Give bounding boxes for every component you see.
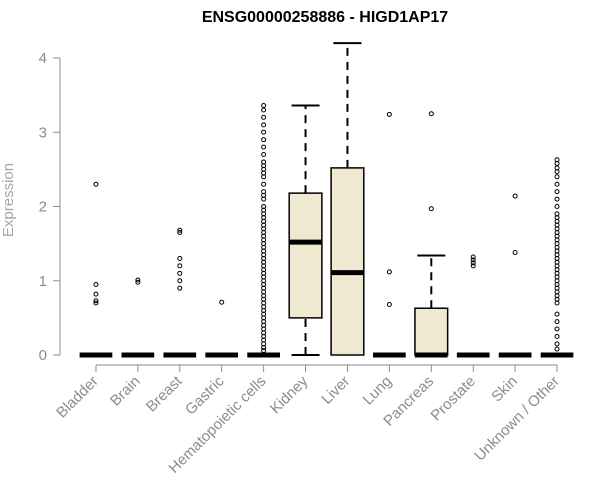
outlier-point xyxy=(470,260,476,266)
y-axis-label: Expression xyxy=(0,163,17,237)
outlier-point xyxy=(554,326,560,332)
outlier-point xyxy=(261,122,267,128)
x-tick-label: Brain xyxy=(107,373,144,410)
outlier-point xyxy=(177,270,183,276)
box-kidney xyxy=(288,104,323,356)
outlier-point xyxy=(261,144,267,150)
box-iqr xyxy=(330,167,365,356)
box-iqr xyxy=(288,192,323,319)
outlier-point xyxy=(554,174,560,180)
outlier-point xyxy=(386,111,392,117)
outlier-point xyxy=(470,263,476,269)
outlier-point xyxy=(177,255,183,261)
box-liver xyxy=(330,42,365,356)
outlier-point xyxy=(554,300,560,306)
y-tick-label: 2 xyxy=(39,199,47,216)
outlier-point xyxy=(428,111,434,117)
outlier-point xyxy=(135,277,141,283)
outlier-point xyxy=(261,129,267,135)
x-tick-label: Bladder xyxy=(53,373,102,422)
x-tick-label: Liver xyxy=(318,373,353,408)
outlier-point xyxy=(93,298,99,304)
outlier-point xyxy=(554,311,560,317)
outlier-point xyxy=(554,169,560,175)
chart-title: ENSG00000258886 - HIGD1AP17 xyxy=(202,9,448,26)
outlier-point xyxy=(135,279,141,285)
outlier-point xyxy=(93,281,99,287)
outlier-point xyxy=(261,348,267,354)
y-axis: 0 1 2 3 4 xyxy=(39,50,61,364)
outlier-point xyxy=(177,285,183,291)
y-tick-label: 0 xyxy=(39,347,47,364)
outlier-point xyxy=(261,137,267,143)
outlier-point xyxy=(261,196,267,202)
outlier-point xyxy=(93,291,99,297)
outlier-point xyxy=(554,341,560,347)
outlier-point xyxy=(554,204,560,209)
box-bladder xyxy=(79,181,113,358)
outlier-point xyxy=(386,269,392,275)
box-breast xyxy=(163,227,197,358)
outlier-point xyxy=(93,300,99,306)
box-unknown-other xyxy=(540,157,574,358)
outlier-point xyxy=(261,114,267,120)
outlier-point xyxy=(470,257,476,263)
outlier-point xyxy=(177,229,183,235)
outlier-point xyxy=(261,345,267,351)
y-tick-label: 3 xyxy=(39,124,47,141)
outlier-point xyxy=(554,196,560,202)
box-pancreas xyxy=(414,111,449,358)
outlier-point xyxy=(554,319,560,325)
outlier-point xyxy=(470,254,476,260)
outlier-point xyxy=(512,250,518,256)
box-gastric xyxy=(205,299,239,358)
x-tick-label: Prostate xyxy=(428,373,480,425)
y-tick-label: 1 xyxy=(39,273,47,290)
outlier-point xyxy=(554,333,560,339)
outlier-point xyxy=(177,263,183,269)
outlier-point xyxy=(261,174,267,180)
outlier-point xyxy=(177,278,183,284)
outlier-point xyxy=(554,189,560,195)
outlier-point xyxy=(219,299,225,305)
boxes-layer xyxy=(79,42,574,358)
outlier-point xyxy=(261,181,267,187)
box-iqr xyxy=(414,307,449,356)
box-lung xyxy=(373,111,406,358)
box-hematopoietic-cells xyxy=(247,103,280,358)
outlier-point xyxy=(261,152,267,158)
y-tick-label: 4 xyxy=(39,50,47,67)
x-tick-label: Skin xyxy=(488,373,521,406)
x-tick-label: Breast xyxy=(143,372,186,415)
outlier-point xyxy=(428,206,434,212)
outlier-point xyxy=(261,103,267,109)
x-tick-label: Lung xyxy=(360,373,396,409)
outlier-point xyxy=(261,107,267,113)
x-tick-label: Kidney xyxy=(267,372,312,417)
box-skin xyxy=(498,193,532,358)
box-prostate xyxy=(456,254,490,358)
outlier-point xyxy=(512,193,518,199)
outlier-point xyxy=(93,181,99,187)
outlier-point xyxy=(554,346,560,352)
outlier-point xyxy=(554,181,560,187)
outlier-point xyxy=(386,302,392,308)
outlier-point xyxy=(177,227,183,233)
box-brain xyxy=(121,277,155,358)
